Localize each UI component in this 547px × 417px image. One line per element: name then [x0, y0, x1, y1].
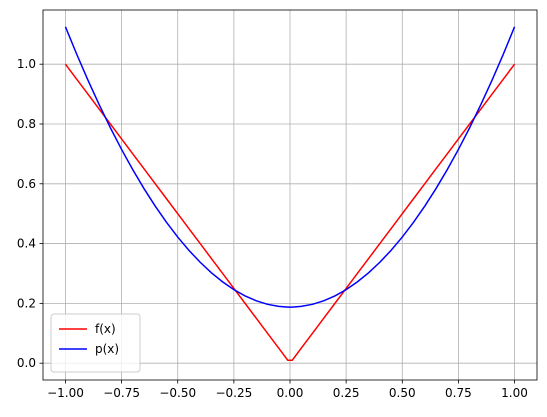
x-tick-label: −0.50 — [159, 386, 196, 400]
legend-label: p(x) — [95, 342, 119, 356]
line-series — [64, 26, 516, 308]
axes-frame — [42, 9, 538, 381]
x-tick-label: 0.50 — [389, 386, 416, 400]
x-tick-label: −1.00 — [47, 386, 84, 400]
y-tick-label: 0.8 — [17, 117, 36, 131]
x-tick-label: 0.75 — [445, 386, 472, 400]
y-tick-label: 0.4 — [17, 237, 36, 251]
x-tick-label: −0.25 — [215, 386, 252, 400]
y-tick-label: 0.2 — [17, 296, 36, 310]
x-tick-label: 1.00 — [501, 386, 528, 400]
x-tick-label: −0.75 — [103, 386, 140, 400]
y-tick-label: 0.6 — [17, 177, 36, 191]
x-tick-label: 0.00 — [277, 386, 304, 400]
y-tick-label: 0.0 — [17, 356, 36, 370]
y-tick-label: 1.0 — [17, 57, 36, 71]
legend: f(x) p(x) — [50, 313, 141, 373]
line-series — [64, 63, 516, 361]
legend-label: f(x) — [95, 322, 116, 336]
x-tick-label: 0.25 — [333, 386, 360, 400]
